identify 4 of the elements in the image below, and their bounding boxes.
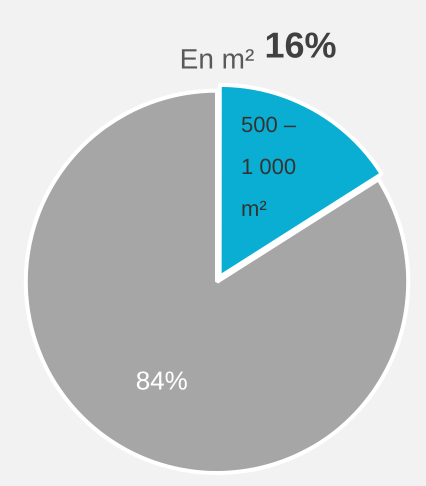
slice-label: 500 – 1 000 m²	[241, 112, 297, 221]
chart-title: En m²	[180, 44, 254, 75]
data-label: 84%	[136, 366, 188, 396]
data-label: 16%	[264, 24, 337, 66]
